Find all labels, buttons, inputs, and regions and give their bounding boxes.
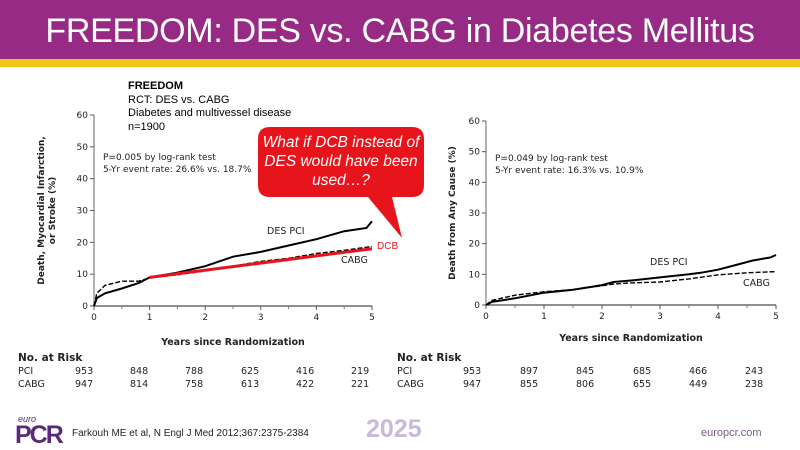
risk-table-title: No. at Risk (18, 352, 83, 364)
stat-annotation: P=0.049 by log-rank test (495, 154, 608, 164)
x-axis-label: Years since Randomization (558, 333, 703, 344)
risk-cell: 806 (576, 379, 595, 390)
trial-design: RCT: DES vs. CABG (128, 93, 230, 106)
risk-cell: 238 (745, 379, 764, 390)
risk-cell: 947 (463, 379, 482, 390)
x-tick-label: 2 (599, 312, 605, 322)
risk-cell: 243 (745, 366, 764, 377)
risk-row-label: PCI (18, 366, 34, 377)
series-line-cabg (485, 270, 777, 306)
chart-right: 0 10 20 30 40 50 60 0 1 2 3 4 5 Years since Randomiza… (448, 117, 779, 344)
callout-bubble (258, 127, 424, 238)
y-tick-label: 60 (77, 111, 89, 121)
risk-cell: 848 (130, 366, 149, 377)
x-tick-label: 0 (483, 312, 489, 322)
series-label: DES PCI (650, 257, 688, 268)
y-tick-label: 10 (77, 270, 89, 280)
y-axis-label: Death from Any Cause (%) (448, 146, 458, 280)
risk-cell: 814 (130, 379, 149, 390)
x-tick-label: 5 (773, 312, 779, 322)
risk-cell: 422 (296, 379, 315, 390)
risk-cell: 953 (75, 366, 94, 377)
y-tick-label: 10 (469, 270, 481, 280)
x-tick-label: 1 (541, 312, 547, 322)
header-accent-stripe (0, 59, 800, 67)
risk-cell: 685 (633, 366, 652, 377)
trial-population: Diabetes and multivessel disease (128, 107, 292, 119)
risk-table-title: No. at Risk (397, 352, 462, 364)
y-tick-label: 0 (474, 301, 480, 311)
series-line-des-pci (485, 254, 777, 306)
series-line-des-pci (93, 220, 373, 307)
x-tick-label: 1 (147, 313, 153, 323)
x-tick-label: 3 (657, 312, 663, 322)
x-tick-label: 3 (258, 313, 264, 323)
trial-name: FREEDOM (128, 80, 183, 92)
y-tick-label: 50 (77, 143, 89, 153)
y-tick-label: 0 (82, 302, 88, 312)
y-tick-label: 40 (77, 175, 89, 185)
series-line-cabg (93, 245, 373, 307)
stat-annotation: 5-Yr event rate: 26.6% vs. 18.7% (103, 165, 252, 175)
risk-row-label: PCI (397, 366, 413, 377)
risk-row-label: CABG (18, 379, 45, 390)
stat-annotation: P=0.005 by log-rank test (103, 153, 216, 163)
series-label: CABG (743, 278, 770, 289)
y-tick-label: 30 (469, 209, 481, 219)
risk-row-label: CABG (397, 379, 424, 390)
series-line-dcb (149, 247, 373, 279)
slide-title: FREEDOM: DES vs. CABG in Diabetes Mellit… (45, 12, 755, 50)
risk-cell: 655 (633, 379, 652, 390)
risk-cell: 466 (689, 366, 708, 377)
stat-annotation: 5-Yr event rate: 16.3% vs. 10.9% (495, 166, 644, 176)
website-link[interactable]: europcr.com (701, 427, 762, 439)
risk-cell: 897 (520, 366, 539, 377)
y-tick-label: 20 (77, 238, 89, 248)
risk-cell: 953 (463, 366, 482, 377)
header-bar (0, 0, 800, 59)
x-tick-label: 4 (314, 313, 320, 323)
dcb-series-label: DCB (377, 241, 399, 252)
y-axis-label: Death, Myocardial Infarction,or Stroke (… (37, 136, 58, 285)
x-tick-label: 2 (202, 313, 208, 323)
event-year: 2025 (366, 415, 422, 443)
risk-cell: 845 (576, 366, 595, 377)
series-label: DES PCI (267, 226, 305, 237)
y-tick-label: 40 (469, 178, 481, 188)
y-tick-label: 30 (77, 207, 89, 217)
x-tick-label: 4 (715, 312, 721, 322)
risk-cell: 219 (351, 366, 370, 377)
risk-cell: 416 (296, 366, 315, 377)
risk-cell: 449 (689, 379, 708, 390)
y-tick-label: 60 (469, 117, 481, 127)
europcr-logo-euro: euro (18, 414, 37, 424)
risk-cell: 855 (520, 379, 539, 390)
x-tick-label: 5 (369, 313, 375, 323)
series-label: CABG (341, 255, 368, 266)
risk-cell: 613 (241, 379, 260, 390)
risk-cell: 221 (351, 379, 370, 390)
callout-text: What if DCB instead of DES would have be… (262, 134, 420, 189)
x-axis-label: Years since Randomization (160, 337, 305, 348)
risk-cell: 625 (241, 366, 260, 377)
y-tick-label: 50 (469, 148, 481, 158)
trial-info: FREEDOM RCT: DES vs. CABG Diabetes and m… (128, 80, 291, 134)
citation: Farkouh ME et al, N Engl J Med 2012;367:… (72, 428, 309, 439)
europcr-logo: PCR (15, 421, 64, 449)
y-tick-label: 20 (469, 240, 481, 250)
chart-left: 0 10 20 30 40 50 60 0 1 2 3 4 5 Years since Randomiza… (37, 111, 375, 348)
trial-size: n=1900 (128, 120, 166, 133)
risk-cell: 788 (185, 366, 204, 377)
risk-cell: 758 (185, 379, 204, 390)
risk-cell: 947 (75, 379, 94, 390)
x-tick-label: 0 (91, 313, 97, 323)
